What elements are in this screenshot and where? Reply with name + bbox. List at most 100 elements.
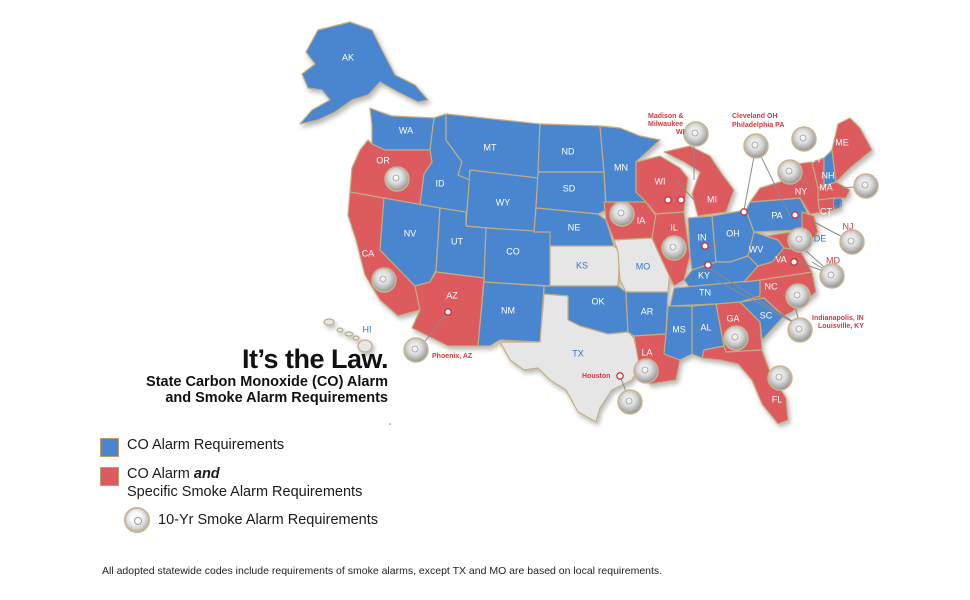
label-md: MD	[826, 255, 840, 265]
label-nm: NM	[501, 305, 515, 315]
alarm-icon-phoenix	[403, 337, 429, 363]
footnote: All adopted statewide codes include requ…	[102, 565, 663, 577]
label-ks: KS	[576, 260, 588, 270]
label-va: VA	[775, 254, 786, 264]
alarm-icon-la	[633, 358, 659, 384]
callout-cleveland: Cleveland OH	[732, 113, 778, 120]
subtitle-line-1: State Carbon Monoxide (CO) Alarm	[146, 374, 388, 390]
state-fl	[701, 345, 789, 425]
label-me: ME	[835, 137, 849, 147]
callout-madison: Madison &	[648, 113, 683, 120]
callout-wi: WI	[676, 129, 685, 136]
alarm-icon-il	[661, 235, 687, 261]
label-hi: HI	[363, 324, 372, 334]
legend-label-co-smoke-and: and	[193, 466, 220, 482]
smoke-alarm-icon	[124, 507, 150, 533]
legend-label-co: CO Alarm Requirements	[127, 437, 285, 453]
label-ny: NY	[795, 186, 808, 196]
label-ia: IA	[637, 215, 646, 225]
label-nc: NC	[765, 281, 778, 291]
label-de: DE	[814, 233, 827, 243]
label-sc: SC	[760, 310, 773, 320]
alarm-icon-ny	[777, 159, 803, 185]
state-hi	[323, 318, 373, 353]
label-ga: GA	[726, 313, 739, 323]
alarm-icon-ma	[853, 173, 879, 199]
alarm-icon-oh-pa	[743, 133, 769, 159]
alarm-icon-vt	[791, 126, 817, 152]
label-in: IN	[698, 232, 707, 242]
state-ma	[817, 181, 851, 201]
legend-swatch-co	[100, 438, 119, 457]
alarm-icon-houston	[617, 389, 643, 415]
legend-label-ten-year: 10-Yr Smoke Alarm Requirements	[158, 512, 378, 528]
callout-philadelphia: Philadelphia PA	[732, 122, 784, 129]
label-wy: WY	[496, 197, 511, 207]
decorative-dot	[389, 423, 391, 425]
marker-phoenix	[444, 308, 452, 316]
label-fl: FL	[772, 394, 783, 404]
alarm-icon-in-ky	[787, 317, 813, 343]
legend: CO Alarm Requirements CO Alarm and Speci…	[100, 436, 378, 539]
label-ut: UT	[451, 236, 463, 246]
label-az: AZ	[446, 290, 458, 300]
label-or: OR	[376, 155, 390, 165]
marker-houston	[616, 372, 624, 380]
alarm-icon-md	[819, 263, 845, 289]
state-me	[831, 117, 873, 183]
label-tx: TX	[572, 348, 584, 358]
alarm-icon-fl	[767, 365, 793, 391]
legend-label-co-smoke-c: Specific Smoke Alarm Requirements	[127, 484, 363, 500]
label-wi: WI	[655, 176, 666, 186]
label-id: ID	[436, 178, 446, 188]
alarm-icon-or	[384, 166, 410, 192]
label-ky: KY	[698, 270, 710, 280]
state-ak	[299, 21, 429, 125]
marker-madison	[664, 196, 672, 204]
label-ct: CT	[820, 206, 832, 216]
page-title: It’s the Law.	[241, 344, 389, 374]
label-ms: MS	[672, 324, 686, 334]
label-pa: PA	[771, 210, 782, 220]
callout-phoenix: Phoenix, AZ	[432, 353, 473, 360]
state-co	[483, 227, 553, 287]
legend-item-ten-year: 10-Yr Smoke Alarm Requirements	[100, 507, 378, 533]
label-oh: OH	[726, 228, 740, 238]
label-nv: NV	[404, 228, 417, 238]
label-al: AL	[700, 322, 711, 332]
state-in	[687, 215, 717, 271]
label-mi: MI	[707, 194, 717, 204]
callout-houston: Houston	[582, 373, 610, 380]
alarm-icon-nc	[785, 283, 811, 309]
label-ma: MA	[819, 182, 833, 192]
label-nd: ND	[562, 146, 575, 156]
label-sd: SD	[563, 183, 576, 193]
label-tn: TN	[699, 287, 711, 297]
legend-label-co-smoke-a: CO Alarm	[127, 466, 194, 482]
marker-milwaukee	[677, 196, 685, 204]
alarm-icon-ca	[371, 267, 397, 293]
label-ak: AK	[342, 52, 354, 62]
marker-indianapolis	[701, 242, 709, 250]
label-nh: NH	[822, 170, 835, 180]
legend-label-co-smoke: CO Alarm and Specific Smoke Alarm Requir…	[127, 465, 362, 501]
legend-item-co: CO Alarm Requirements	[100, 436, 378, 457]
alarm-icon-wi	[683, 121, 709, 147]
label-mn: MN	[614, 162, 628, 172]
callout-louisville: Louisville, KY	[818, 323, 864, 330]
label-mt: MT	[484, 142, 497, 152]
label-ne: NE	[568, 222, 581, 232]
callout-milwaukee: Milwaukee	[648, 121, 683, 128]
label-ca: CA	[362, 248, 375, 258]
alarm-icon-ga	[723, 325, 749, 351]
label-vt: VT	[810, 154, 822, 164]
title-block: It’s the Law. State Carbon Monoxide (CO)…	[88, 344, 388, 406]
label-ok: OK	[591, 296, 604, 306]
subtitle-line-2: and Smoke Alarm Requirements	[165, 390, 388, 406]
alarm-icon-ia	[609, 201, 635, 227]
state-tx	[499, 293, 641, 423]
label-wv: WV	[749, 244, 764, 254]
label-ar: AR	[641, 306, 654, 316]
label-la: LA	[641, 347, 652, 357]
